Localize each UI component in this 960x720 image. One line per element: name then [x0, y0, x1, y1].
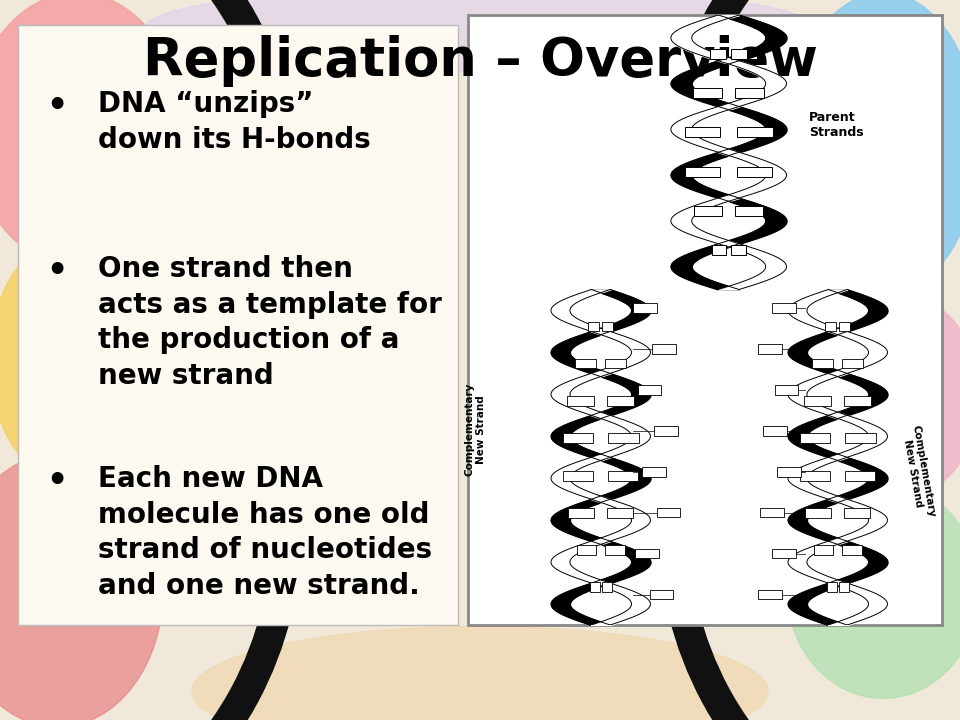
- Bar: [650, 590, 673, 599]
- Bar: [839, 582, 849, 593]
- Bar: [602, 582, 612, 593]
- Bar: [655, 426, 678, 436]
- FancyBboxPatch shape: [468, 15, 942, 625]
- Ellipse shape: [787, 0, 960, 295]
- Bar: [567, 396, 594, 406]
- Bar: [575, 359, 596, 369]
- Ellipse shape: [787, 482, 960, 698]
- Text: DNA “unzips”
down its H-bonds: DNA “unzips” down its H-bonds: [98, 90, 371, 153]
- Bar: [568, 508, 594, 518]
- Ellipse shape: [192, 626, 768, 720]
- Text: One strand then
acts as a template for
the production of a
new strand: One strand then acts as a template for t…: [98, 255, 442, 390]
- Bar: [642, 467, 666, 477]
- Bar: [772, 303, 796, 312]
- Bar: [846, 471, 876, 481]
- Bar: [842, 546, 861, 555]
- Ellipse shape: [144, 0, 816, 72]
- Text: •: •: [46, 90, 67, 123]
- Bar: [763, 426, 786, 436]
- Bar: [735, 88, 764, 99]
- Bar: [800, 433, 830, 443]
- Bar: [737, 166, 773, 177]
- Bar: [694, 206, 722, 216]
- Bar: [812, 359, 833, 369]
- Ellipse shape: [0, 0, 182, 266]
- Bar: [636, 549, 659, 559]
- Bar: [589, 582, 600, 593]
- Ellipse shape: [0, 454, 163, 720]
- Bar: [844, 508, 870, 518]
- Text: Complementary
New Strand: Complementary New Strand: [465, 383, 486, 477]
- Bar: [602, 322, 613, 331]
- Bar: [842, 359, 863, 369]
- Bar: [760, 508, 784, 518]
- Text: Each new DNA
molecule has one old
strand of nucleotides
and one new strand.: Each new DNA molecule has one old strand…: [98, 465, 432, 600]
- Ellipse shape: [0, 245, 125, 475]
- Bar: [758, 344, 781, 354]
- FancyBboxPatch shape: [18, 25, 458, 625]
- Bar: [563, 433, 593, 443]
- Bar: [777, 467, 801, 477]
- Ellipse shape: [826, 295, 960, 497]
- Bar: [684, 127, 720, 138]
- Bar: [684, 166, 720, 177]
- Bar: [652, 344, 676, 354]
- Bar: [732, 49, 747, 59]
- Bar: [606, 359, 626, 369]
- Bar: [844, 396, 871, 406]
- Bar: [775, 384, 799, 395]
- Bar: [577, 546, 596, 555]
- Bar: [804, 396, 831, 406]
- Bar: [608, 396, 634, 406]
- Bar: [563, 471, 593, 481]
- Bar: [693, 88, 722, 99]
- Bar: [846, 433, 876, 443]
- Text: Complementary
New Strand: Complementary New Strand: [900, 425, 937, 521]
- Bar: [609, 433, 638, 443]
- Text: Replication – Overview: Replication – Overview: [143, 35, 817, 87]
- Text: •: •: [46, 255, 67, 288]
- Bar: [814, 546, 833, 555]
- Bar: [805, 508, 831, 518]
- Bar: [609, 471, 638, 481]
- Bar: [605, 546, 625, 555]
- Text: •: •: [46, 465, 67, 498]
- Bar: [657, 508, 681, 518]
- Bar: [839, 322, 851, 331]
- Bar: [637, 384, 661, 395]
- Bar: [827, 582, 836, 593]
- Bar: [607, 508, 633, 518]
- Bar: [588, 322, 599, 331]
- Bar: [737, 127, 773, 138]
- Bar: [710, 49, 726, 59]
- Text: Parent
Strands: Parent Strands: [809, 111, 864, 139]
- Bar: [711, 245, 727, 255]
- Bar: [772, 549, 796, 559]
- Bar: [800, 471, 830, 481]
- Bar: [735, 206, 763, 216]
- Bar: [633, 303, 657, 312]
- Bar: [825, 322, 836, 331]
- Bar: [758, 590, 781, 599]
- Bar: [731, 245, 746, 255]
